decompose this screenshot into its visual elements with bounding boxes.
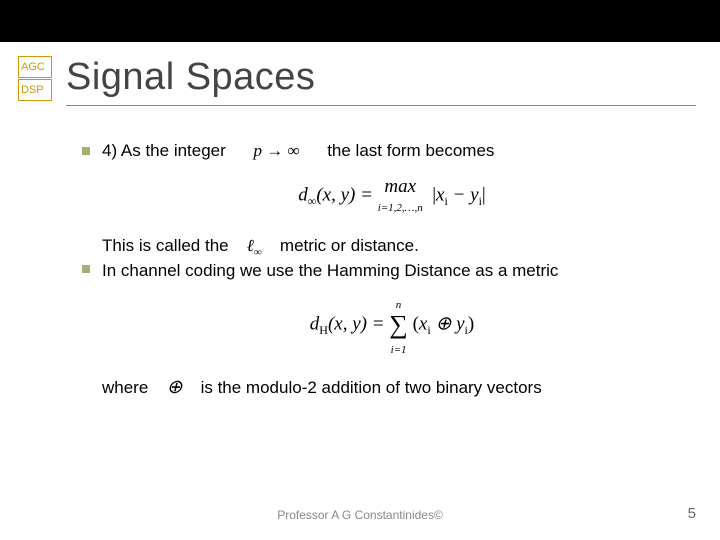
page-number: 5 bbox=[688, 505, 696, 522]
bullet-3: where ⊕ is the modulo-2 addition of two … bbox=[102, 375, 702, 401]
f2-args: (x, y) = bbox=[328, 313, 389, 334]
slide-content: 4) As the integer p → ∞ the last form be… bbox=[82, 140, 702, 409]
side-label-agc: AGC bbox=[18, 56, 52, 78]
f2-op: ⊕ bbox=[431, 313, 456, 334]
top-bar bbox=[0, 0, 720, 42]
f2-d: d bbox=[310, 313, 320, 334]
f1-args: (x, y) = bbox=[316, 184, 377, 205]
side-labels: AGC DSP bbox=[18, 56, 52, 102]
bullet-1: 4) As the integer p → ∞ the last form be… bbox=[82, 140, 702, 163]
formula-1: d∞(x, y) = max i=1,2,…,n |xi − yi| bbox=[82, 177, 702, 215]
f1-max-block: max i=1,2,…,n bbox=[378, 177, 423, 215]
b3-suffix: is the modulo-2 addition of two binary v… bbox=[201, 378, 542, 397]
f2-sum-bot: i=1 bbox=[391, 344, 407, 356]
b3-math: ⊕ bbox=[162, 377, 186, 398]
bullet-2-text: This is called the ℓ∞ metric or distance… bbox=[102, 235, 702, 283]
f2-y: y bbox=[456, 313, 464, 334]
bullet-square-icon bbox=[82, 147, 90, 155]
bullet-square-icon bbox=[82, 265, 90, 273]
side-label-dsp: DSP bbox=[18, 79, 52, 101]
f1-max: max bbox=[384, 176, 416, 197]
f2-sub: H bbox=[319, 323, 328, 337]
b2-l1-suffix: metric or distance. bbox=[280, 236, 419, 255]
f2-close: ) bbox=[468, 313, 474, 334]
f2-sum-block: n ∑ i=1 bbox=[389, 293, 408, 357]
b3-prefix: where bbox=[102, 378, 148, 397]
b1-prefix: 4) As the integer bbox=[102, 141, 226, 160]
f1-y: y bbox=[470, 184, 478, 205]
bullet-2: This is called the ℓ∞ metric or distance… bbox=[82, 235, 702, 283]
b2-l2: In channel coding we use the Hamming Dis… bbox=[102, 261, 558, 280]
title-underline bbox=[66, 105, 696, 106]
b1-suffix: the last form becomes bbox=[327, 141, 494, 160]
bullet-1-text: 4) As the integer p → ∞ the last form be… bbox=[102, 140, 702, 163]
b2-l1-math: ℓ∞ bbox=[243, 236, 266, 255]
formula-2: dH(x, y) = n ∑ i=1 (xi ⊕ yi) bbox=[82, 293, 702, 357]
footer-text: Professor A G Constantinides© bbox=[0, 508, 720, 522]
bullet-3-text: where ⊕ is the modulo-2 addition of two … bbox=[102, 375, 702, 401]
b2-l1-prefix: This is called the bbox=[102, 236, 229, 255]
f1-max-sub: i=1,2,…,n bbox=[378, 202, 423, 214]
title-area: Signal Spaces bbox=[66, 56, 686, 106]
f2-sum-sym: ∑ bbox=[389, 310, 408, 339]
page-title: Signal Spaces bbox=[66, 56, 686, 105]
f1-minus: − bbox=[448, 184, 470, 205]
f1-d: d bbox=[298, 184, 308, 205]
f1-close: | bbox=[482, 184, 486, 205]
b1-math: p → ∞ bbox=[249, 141, 303, 160]
